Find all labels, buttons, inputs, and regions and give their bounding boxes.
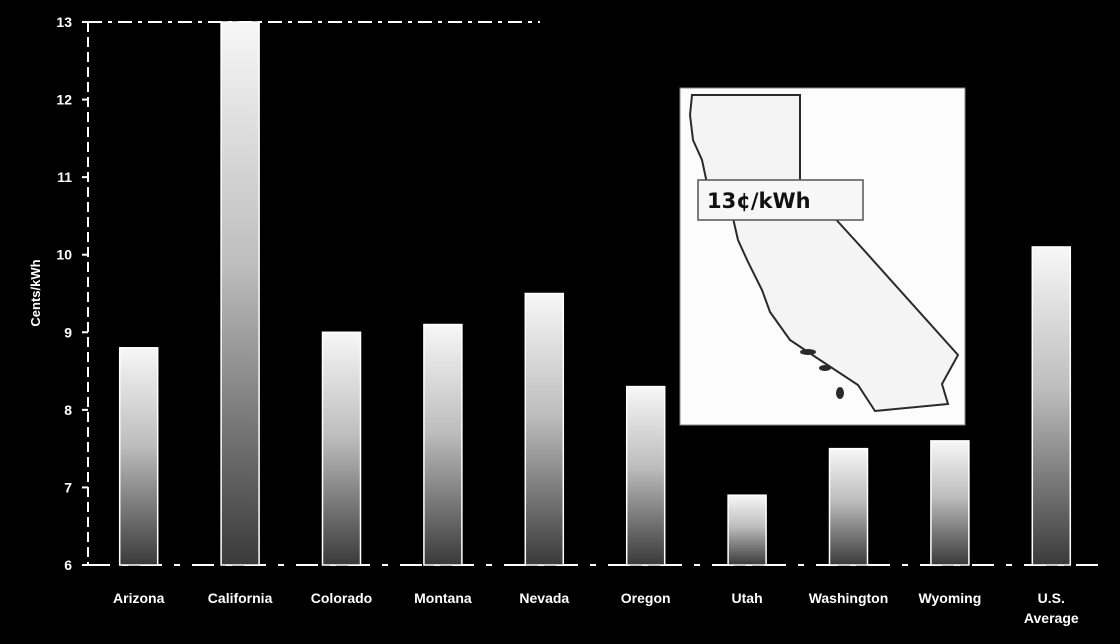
inset-callout-box (697, 179, 864, 221)
y-tick-label: 7 (64, 479, 72, 495)
x-category-label: Average (1024, 610, 1079, 626)
bar (423, 323, 463, 566)
island-1 (800, 349, 816, 355)
bar (220, 21, 260, 566)
x-category-label: Utah (732, 590, 763, 606)
y-tick-label: 11 (57, 169, 72, 185)
y-tick-label: 13 (56, 14, 72, 30)
bar (321, 331, 362, 566)
x-category-label: Montana (414, 590, 472, 606)
x-category-label: Wyoming (919, 590, 982, 606)
x-category-label: Oregon (621, 590, 671, 606)
x-category-label: Arizona (113, 590, 165, 606)
california-inset: 13¢/kWh (679, 87, 966, 426)
california-map-icon (688, 94, 960, 413)
x-category-label: California (208, 590, 273, 606)
bar (524, 292, 565, 566)
y-tick-label: 10 (56, 247, 72, 263)
x-category-label: U.S. (1038, 590, 1065, 606)
bar (930, 440, 970, 566)
y-tick-label: 6 (64, 557, 72, 573)
x-category-label: Washington (809, 590, 889, 606)
bar-group (118, 21, 1072, 566)
bar (727, 494, 767, 566)
y-tick-label: 8 (64, 402, 72, 418)
x-label-group: Arizona California Colorado Montana Nevada Or… (113, 590, 1079, 626)
inset-callout-label: 13¢/kWh (707, 189, 811, 213)
y-axis-label: Cents/kWh (28, 259, 43, 326)
x-category-label: Nevada (519, 590, 569, 606)
x-category-label: Colorado (311, 590, 372, 606)
bar (118, 347, 159, 566)
y-tick-label: 12 (56, 92, 72, 108)
y-tick-label: 9 (64, 324, 72, 340)
island-3 (836, 387, 844, 399)
bar (828, 447, 869, 566)
bar (625, 385, 666, 566)
bar (1031, 246, 1072, 566)
y-tick-group: 6 7 8 9 10 11 12 13 (56, 14, 88, 573)
island-2 (819, 365, 831, 371)
